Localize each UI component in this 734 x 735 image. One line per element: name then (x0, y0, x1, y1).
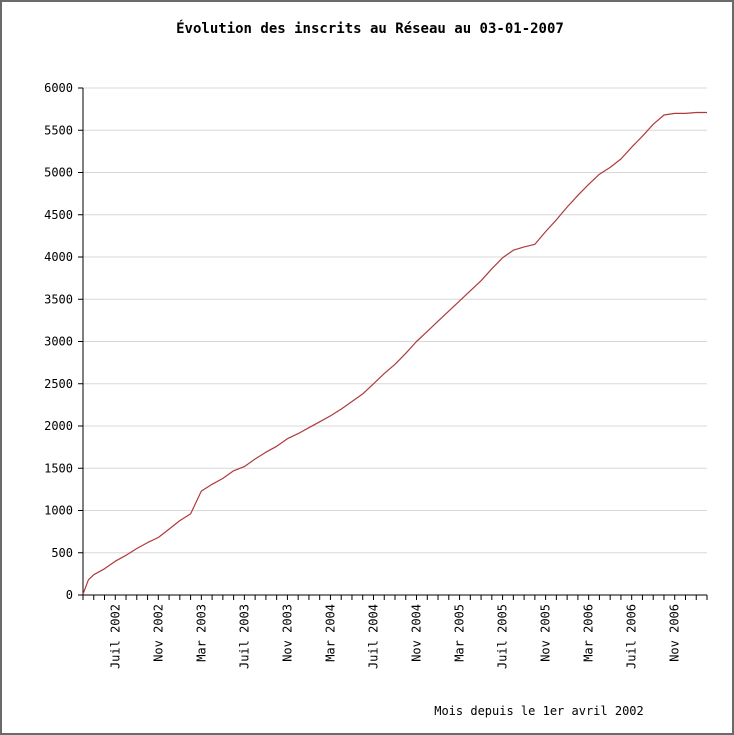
series-layer (82, 111, 707, 595)
grid (83, 87, 707, 554)
x-tick-label: Mar 2006 (582, 604, 596, 662)
axes (78, 87, 708, 600)
y-tick-label: 5000 (44, 166, 73, 180)
y-tick-label: 5500 (44, 123, 73, 137)
y-tick-label: 2000 (44, 419, 73, 433)
x-axis-tick-labels: Juil 2002 Nov 2002 Mar 2003 Juil 2003 Nov 20… (108, 604, 681, 669)
y-tick-label: 500 (51, 546, 73, 560)
x-tick-label: Nov 2002 (151, 604, 165, 662)
y-axis-tick-labels: 0 500 1000 1500 2000 2500 3000 3500 4000 4500 5000… (44, 81, 73, 602)
y-tick-label: 4500 (44, 208, 73, 222)
chart-title: Évolution des inscrits au Réseau au 03-0… (176, 20, 564, 37)
x-tick-label: Juil 2003 (237, 604, 251, 669)
x-tick-label: Juil 2004 (366, 604, 380, 669)
y-tick-label: 3000 (44, 335, 73, 349)
y-tick-label: 1500 (44, 461, 73, 475)
x-tick-label: Juil 2006 (625, 604, 639, 669)
x-tick-label: Nov 2003 (280, 604, 294, 662)
y-tick-label: 4000 (44, 250, 73, 264)
x-tick-label: Nov 2006 (668, 604, 682, 662)
y-tick-label: 0 (66, 588, 73, 602)
x-tick-label: Juil 2002 (108, 604, 122, 669)
y-tick-label: 3500 (44, 292, 73, 306)
series-line (82, 111, 707, 595)
x-tick-label: Nov 2005 (539, 604, 553, 662)
y-tick-label: 2500 (44, 377, 73, 391)
x-axis-label: Mois depuis le 1er avril 2002 (434, 704, 644, 718)
x-tick-label: Mar 2004 (323, 604, 337, 662)
y-tick-label: 6000 (44, 81, 73, 95)
x-tick-label: Juil 2005 (496, 604, 510, 669)
x-tick-label: Mar 2003 (194, 604, 208, 662)
y-tick-label: 1000 (44, 504, 73, 518)
x-tick-label: Mar 2005 (453, 604, 467, 662)
x-tick-label: Nov 2004 (410, 604, 424, 662)
